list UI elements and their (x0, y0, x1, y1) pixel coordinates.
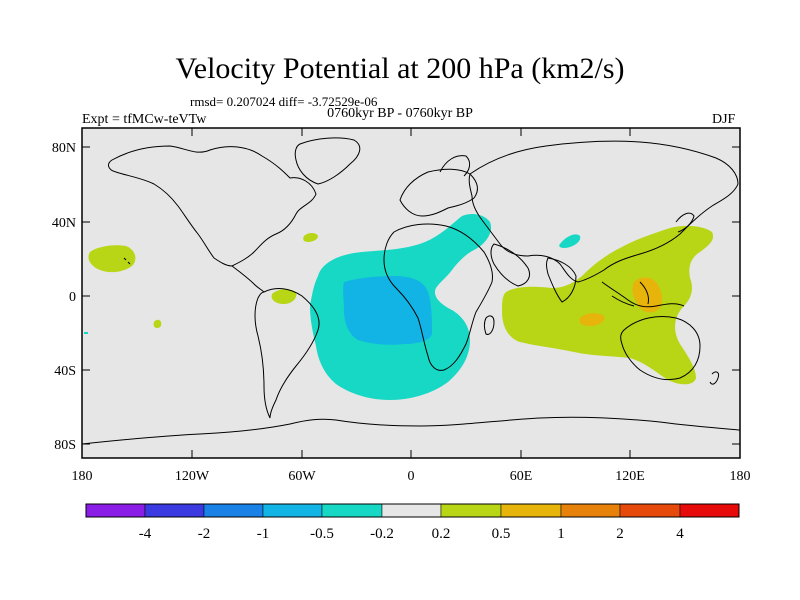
colorbar-box-10 (619, 503, 681, 518)
lat-label-80s: 80S (54, 438, 76, 453)
negative-anomaly-small-arabia (559, 234, 581, 248)
colorbar-label-8: 1 (557, 526, 565, 542)
colorbar-label-7: 0.5 (492, 526, 511, 542)
colorbar-label-2: -2 (198, 526, 211, 542)
strong-positive-anomaly-maritime (632, 277, 663, 313)
colorbar-box-8 (500, 503, 562, 518)
colorbar: -4 -2 -1 -0.5 -0.2 0.2 0.5 1 2 4 (85, 503, 740, 542)
colorbar-box-6 (381, 503, 442, 518)
positive-anomaly-pacific (88, 245, 136, 273)
lon-label-60e: 60E (510, 469, 533, 484)
positive-anomaly-indo-pacific (502, 225, 714, 385)
latitude-axis: 80N 40N 0 40S 80S (52, 141, 740, 453)
period-line: 0760kyr BP - 0760kyr BP (327, 106, 473, 121)
colorbar-box-4 (262, 503, 323, 518)
lat-label-40n: 40N (52, 216, 76, 231)
colorbar-label-9: 2 (616, 526, 624, 542)
lon-label-120w: 120W (175, 469, 210, 484)
negative-anomaly-dot (84, 332, 88, 334)
lat-label-40s: 40S (54, 364, 76, 379)
coastlines (82, 137, 740, 445)
colorbar-box-3 (203, 503, 264, 518)
longitude-axis: 180 120W 60W 0 60E 120E 180 (72, 128, 751, 484)
colorbar-box-1 (85, 503, 146, 518)
lon-label-120e: 120E (615, 469, 645, 484)
lon-label-0: 0 (408, 469, 415, 484)
strong-negative-anomaly-region (343, 276, 432, 345)
shaded-regions (84, 214, 714, 400)
lon-label-180w: 180 (72, 469, 93, 484)
positive-anomaly-south-america (271, 289, 297, 304)
lon-label-180e: 180 (730, 469, 751, 484)
strong-positive-anomaly-indian (579, 313, 605, 326)
lat-label-0: 0 (69, 290, 76, 305)
colorbar-box-7 (440, 503, 502, 518)
colorbar-box-5 (321, 503, 383, 518)
stats-line: rmsd= 0.207024 diff= -3.72529e-06 (190, 94, 378, 109)
map-title: Velocity Potential at 200 hPa (km2/s) (175, 52, 625, 85)
colorbar-label-6: 0.2 (432, 526, 451, 542)
positive-anomaly-atlantic (303, 233, 318, 242)
colorbar-box-2 (144, 503, 205, 518)
positive-anomaly-dot (153, 319, 162, 328)
colorbar-label-10: 4 (676, 526, 684, 542)
colorbar-label-3: -1 (257, 526, 270, 542)
lat-label-80n: 80N (52, 141, 76, 156)
colorbar-box-11 (679, 503, 740, 518)
experiment-label: Expt = tfMCw-teVTw (82, 112, 207, 127)
season-label: DJF (712, 112, 736, 127)
lon-label-60w: 60W (288, 469, 316, 484)
colorbar-box-9 (560, 503, 621, 518)
colorbar-label-1: -4 (139, 526, 152, 542)
colorbar-label-5: -0.2 (370, 526, 394, 542)
colorbar-label-4: -0.5 (310, 526, 334, 542)
